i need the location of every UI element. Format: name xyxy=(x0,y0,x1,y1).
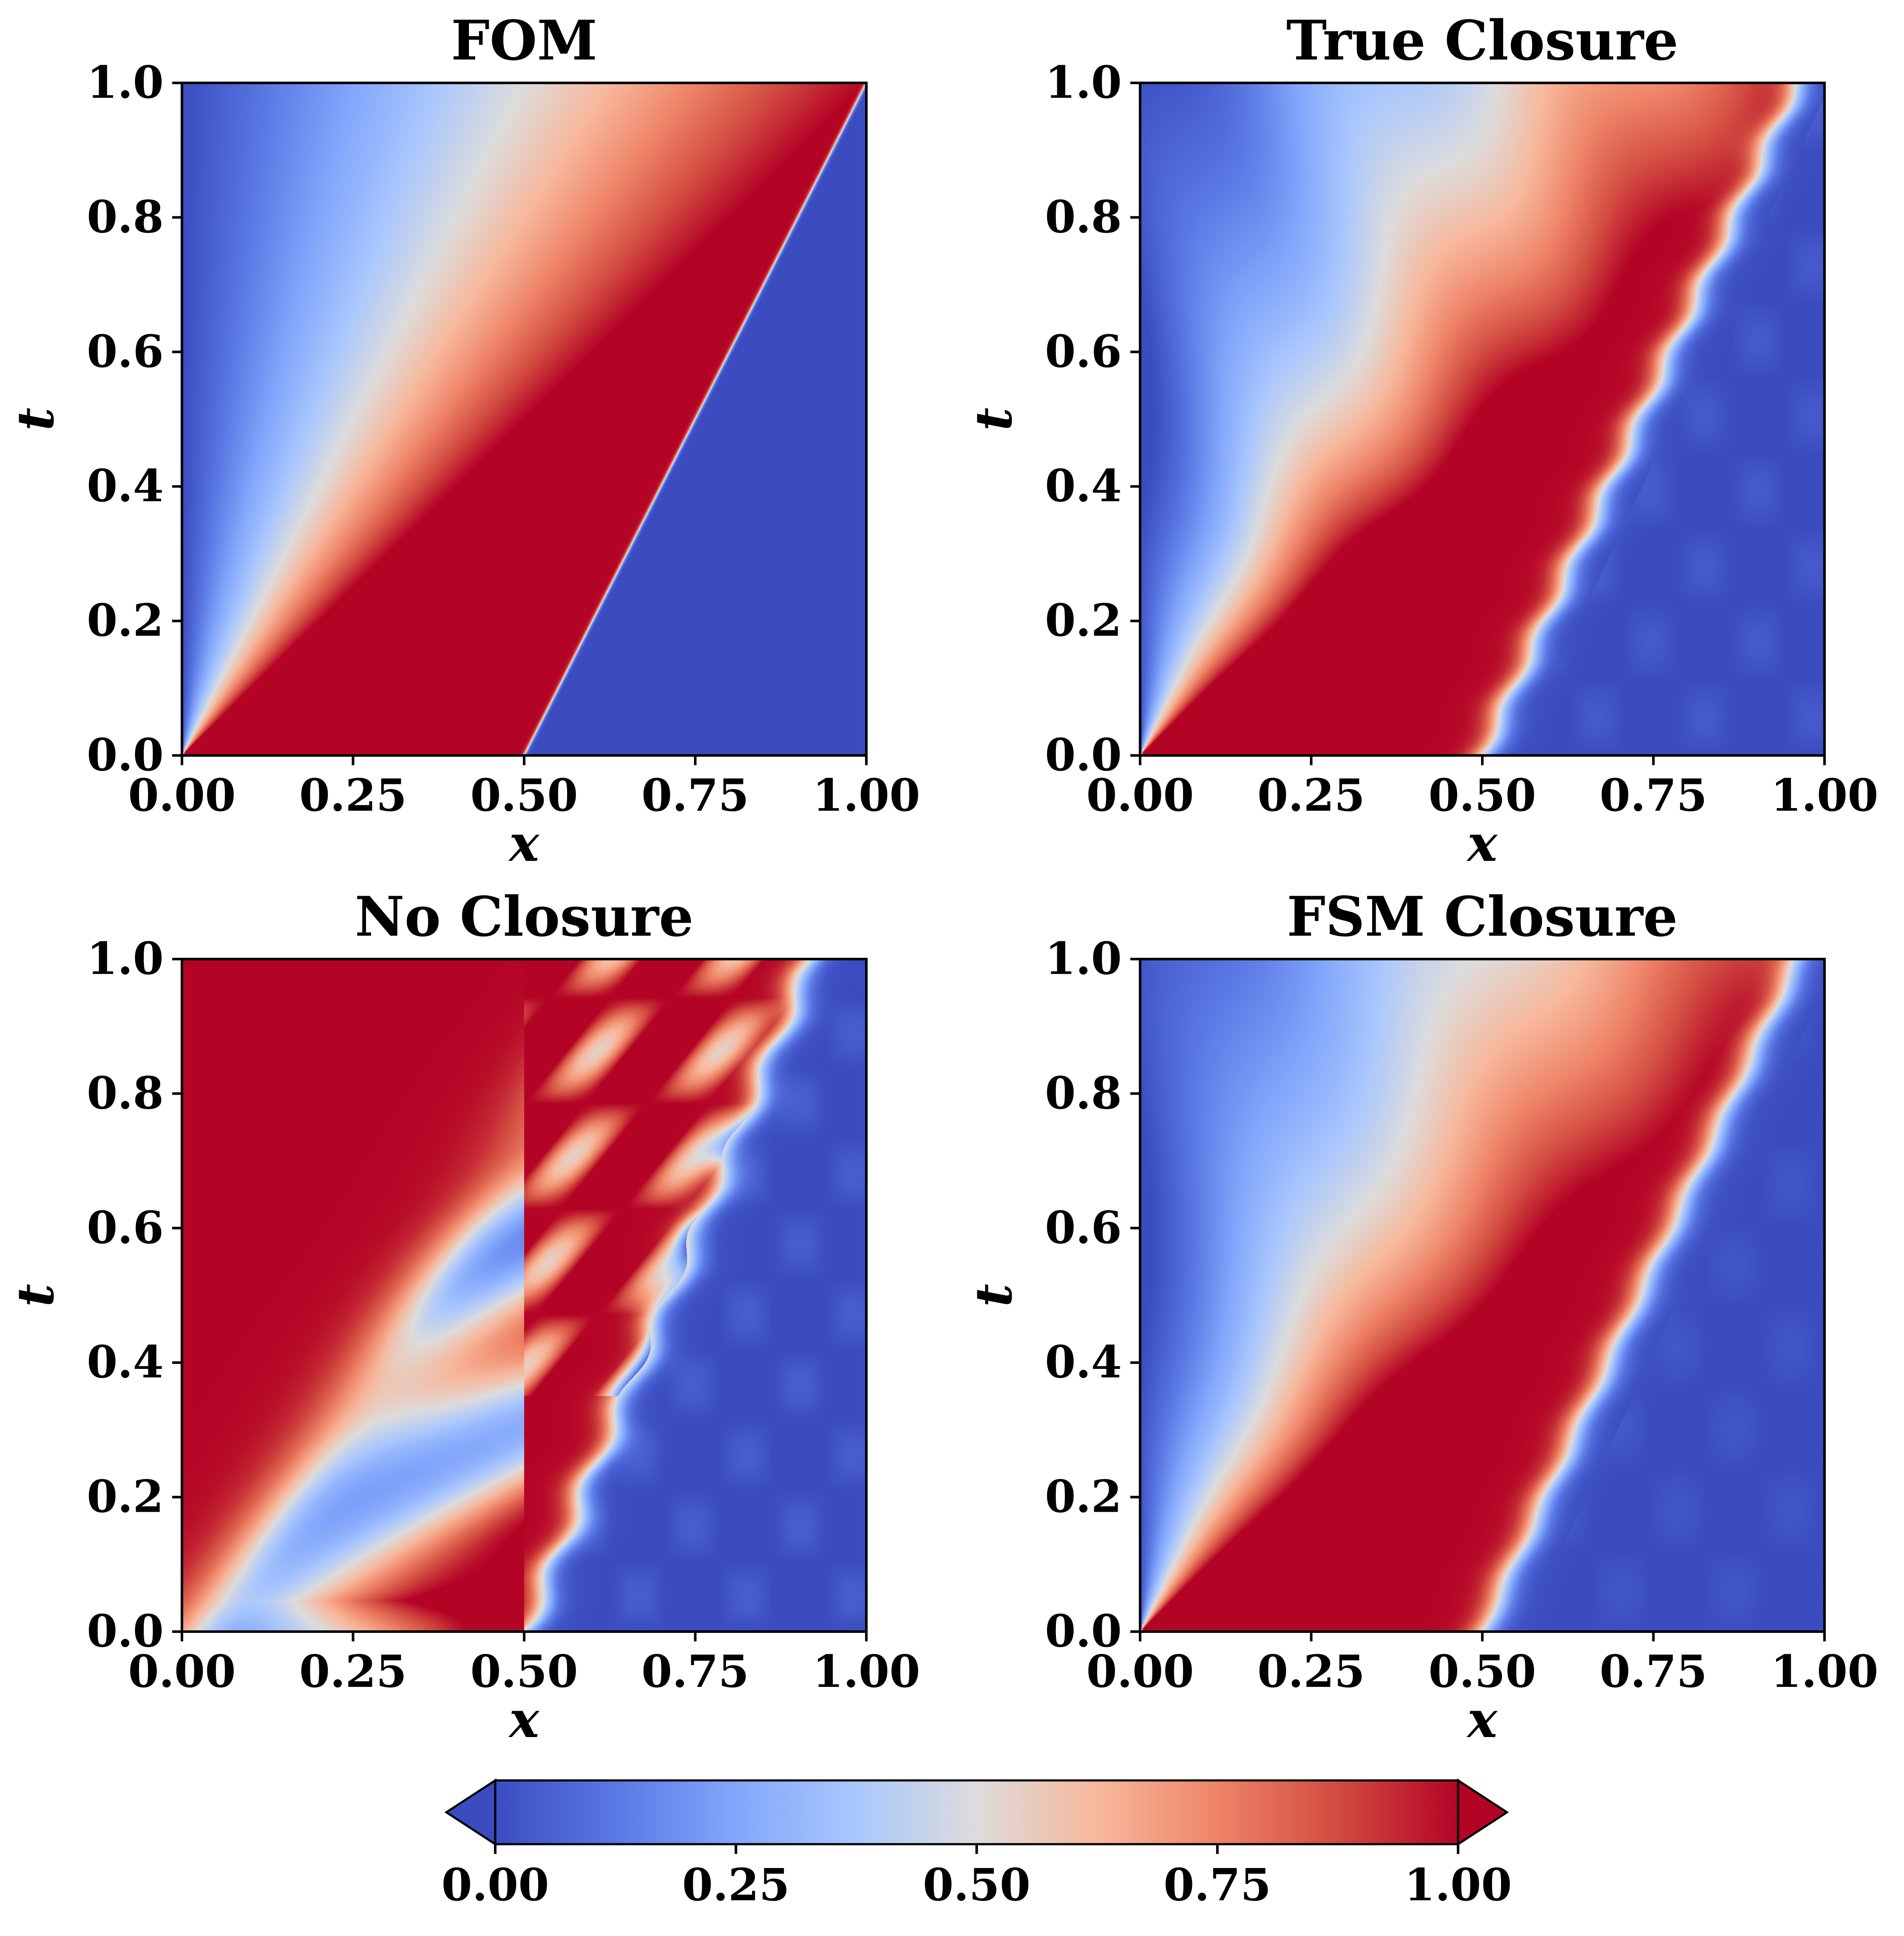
x-tick-label: 0.75 xyxy=(641,769,749,821)
x-axis-label: x xyxy=(508,814,540,873)
x-axis-label: x xyxy=(1466,814,1498,873)
x-tick-label: 0.25 xyxy=(1257,769,1365,821)
y-tick-label: 0.8 xyxy=(1045,1067,1122,1119)
x-tick-label: 0.50 xyxy=(470,769,578,821)
colorbar-max-extension xyxy=(1457,1778,1509,1846)
x-axis-label: x xyxy=(508,1690,540,1749)
panel-title: FOM xyxy=(451,9,597,73)
heatmap-fom xyxy=(182,83,866,755)
y-tick-label: 0.6 xyxy=(87,325,164,378)
x-tick-label: 0.75 xyxy=(1600,1645,1707,1698)
y-tick-label: 0.6 xyxy=(87,1201,164,1254)
colorbar: 0.00 0.25 0.50 0.75 1.00 xyxy=(441,1778,1512,1911)
x-axis-label: x xyxy=(1466,1690,1498,1749)
x-tick-label: 0.75 xyxy=(641,1645,749,1698)
y-tick-label: 1.0 xyxy=(87,932,164,985)
y-tick-label: 0.6 xyxy=(1045,1201,1122,1254)
y-tick-label: 0.0 xyxy=(87,1605,164,1657)
x-tick-label: 0.00 xyxy=(1086,1645,1194,1698)
y-tick-label: 0.4 xyxy=(1045,460,1122,512)
panel-no-closure: No Closure 0.00 0.25 0.50 0.75 1.00 0.0 … xyxy=(6,885,920,1749)
x-tick-label: 0.50 xyxy=(470,1645,578,1698)
panel-true-closure: True Closure 0.00 0.25 0.50 0.75 1.00 0.… xyxy=(964,9,1878,873)
panel-fsm-closure: FSM Closure 0.00 0.25 0.50 0.75 1.00 0.0… xyxy=(964,885,1878,1749)
y-axis-label: t xyxy=(964,1284,1023,1307)
heatmap-true-closure xyxy=(1140,83,1825,755)
colorbar-gradient xyxy=(494,1779,1459,1845)
y-tick-label: 1.0 xyxy=(87,56,164,108)
y-axis-label: t xyxy=(6,1284,65,1307)
panel-fom: FOM 0.00 0.25 0.50 0.75 1.00 0.0 0.2 0.4… xyxy=(6,9,920,873)
x-tick-label: 0.50 xyxy=(1428,1645,1536,1698)
x-tick-label: 0.50 xyxy=(1428,769,1536,821)
x-tick-label: 1.00 xyxy=(1771,1645,1878,1698)
y-tick-label: 0.4 xyxy=(87,1336,164,1388)
heatmap-fsm-closure xyxy=(1140,959,1825,1632)
colorbar-tick-label: 0.25 xyxy=(682,1859,790,1911)
y-tick-label: 0.6 xyxy=(1045,325,1122,378)
panel-title: No Closure xyxy=(355,885,694,949)
x-tick-label: 0.25 xyxy=(1257,1645,1365,1698)
y-tick-label: 0.2 xyxy=(87,1470,164,1523)
colorbar-tick-label: 0.50 xyxy=(923,1859,1030,1911)
x-tick-label: 1.00 xyxy=(1771,769,1878,821)
x-tick-label: 0.00 xyxy=(128,1645,236,1698)
y-tick-label: 0.0 xyxy=(1045,729,1122,781)
colorbar-min-extension xyxy=(444,1778,497,1846)
x-tick-label: 0.00 xyxy=(128,769,236,821)
heatmap-no-closure xyxy=(182,959,866,1632)
y-tick-label: 0.4 xyxy=(1045,1336,1122,1388)
y-tick-label: 0.2 xyxy=(1045,1470,1122,1523)
y-tick-label: 0.8 xyxy=(1045,190,1122,243)
y-tick-label: 0.4 xyxy=(87,460,164,512)
y-tick-label: 0.8 xyxy=(87,190,164,243)
x-tick-label: 0.25 xyxy=(299,769,407,821)
y-tick-label: 1.0 xyxy=(1045,56,1122,108)
y-tick-label: 0.0 xyxy=(87,729,164,781)
panel-title: FSM Closure xyxy=(1287,885,1677,949)
x-tick-label: 0.00 xyxy=(1086,769,1194,821)
colorbar-tick-label: 0.75 xyxy=(1163,1859,1271,1911)
x-tick-label: 1.00 xyxy=(812,1645,920,1698)
y-tick-label: 0.2 xyxy=(1045,594,1122,647)
x-tick-label: 0.25 xyxy=(299,1645,407,1698)
x-tick-label: 0.75 xyxy=(1600,769,1707,821)
y-axis-label: t xyxy=(6,408,65,431)
y-axis-label: t xyxy=(964,408,1023,431)
y-tick-label: 0.2 xyxy=(87,594,164,647)
y-tick-label: 0.8 xyxy=(87,1067,164,1119)
colorbar-tick-label: 1.00 xyxy=(1404,1859,1512,1911)
y-tick-label: 1.0 xyxy=(1045,932,1122,985)
x-tick-label: 1.00 xyxy=(812,769,920,821)
colorbar-tick-label: 0.00 xyxy=(441,1859,549,1911)
panel-title: True Closure xyxy=(1286,9,1678,73)
y-tick-label: 0.0 xyxy=(1045,1605,1122,1657)
